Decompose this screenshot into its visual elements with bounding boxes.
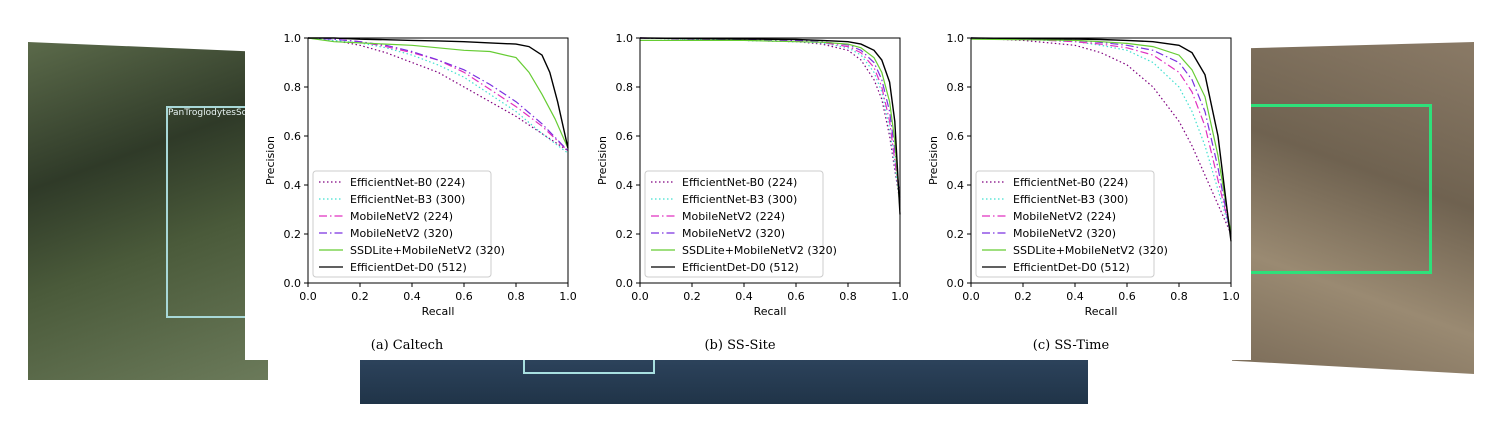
x-tick-label: 0.8 (839, 290, 857, 303)
y-tick-label: 0.4 (947, 179, 965, 192)
series-line-4 (970, 37, 1232, 237)
legend-entry: MobileNetV2 (224) (350, 210, 453, 223)
legend-entry: MobileNetV2 (224) (682, 210, 785, 223)
y-tick-label: 0.6 (284, 130, 302, 143)
series-line-4 (307, 37, 569, 152)
legend-entry: MobileNetV2 (224) (1013, 210, 1116, 223)
legend-entry: EfficientNet-B3 (300) (682, 193, 797, 206)
plot-frame (639, 37, 901, 284)
legend-entry: MobileNetV2 (320) (350, 227, 453, 240)
legend-entry: SSDLite+MobileNetV2 (320) (682, 244, 837, 257)
pr-curve-charts: 0.0 0.2 0.4 0.6 0.8 1.0 0.0 0.2 0.4 0.6 0.8 1.0 Reca… (264, 32, 1240, 318)
x-axis-label: Recall (422, 305, 455, 318)
legend-box (312, 170, 492, 278)
caption-caltech: (a) Caltech (370, 338, 444, 353)
series-line-1 (307, 37, 569, 152)
plot-frame (970, 37, 1232, 284)
x-tick-label: 0.4 (1066, 290, 1084, 303)
y-tick-label: 1.0 (616, 32, 634, 45)
x-tick-label: 0.4 (403, 290, 421, 303)
y-axis-label: Precision (596, 136, 609, 185)
y-tick-label: 0.6 (947, 130, 965, 143)
x-tick-label: 0.2 (683, 290, 701, 303)
legend-entry: SSDLite+MobileNetV2 (320) (1013, 244, 1168, 257)
x-tick-label: 1.0 (559, 290, 577, 303)
y-tick-label: 0.4 (616, 179, 634, 192)
series-line-3 (307, 37, 569, 152)
legend-box (975, 170, 1155, 278)
x-tick-label: 0.4 (735, 290, 753, 303)
y-tick-label: 0.8 (947, 81, 965, 94)
x-tick-label: 0.0 (299, 290, 317, 303)
x-tick-label: 0.8 (1170, 290, 1188, 303)
legend: EfficientNet-B0 (224) EfficientNet-B3 (30… (644, 170, 837, 278)
y-tick-label: 0.2 (284, 228, 302, 241)
caption-ss-time: (c) SS-Time (1032, 338, 1110, 353)
series-line-5 (970, 38, 1232, 235)
x-tick-label: 0.2 (1014, 290, 1032, 303)
detection-box-right (1246, 104, 1432, 274)
y-axis-label: Precision (927, 136, 940, 185)
series-line-2 (307, 37, 569, 154)
y-tick-label: 0.6 (616, 130, 634, 143)
y-tick-label: 0.0 (616, 277, 634, 290)
legend-entry: EfficientNet-B0 (224) (682, 176, 797, 189)
chart-1: 0.0 0.2 0.4 0.6 0.8 1.0 0.0 0.2 0.4 0.6 0.8 1.0 Reca… (264, 32, 577, 318)
x-tick-label: 0.6 (1118, 290, 1136, 303)
series-line-6 (639, 37, 901, 215)
y-tick-label: 0.2 (947, 228, 965, 241)
y-tick-label: 1.0 (284, 32, 302, 45)
series-line-5 (307, 37, 569, 149)
leopard-photo (1232, 42, 1474, 374)
figure-panel: 0.0 0.2 0.4 0.6 0.8 1.0 0.0 0.2 0.4 0.6 0.8 1.0 Reca… (245, 0, 1251, 360)
chimpanzee-photo: PanTroglodytesSchwe (28, 42, 268, 380)
legend-entry: MobileNetV2 (320) (1013, 227, 1116, 240)
series-line-5 (640, 39, 901, 210)
y-tick-label: 0.0 (947, 277, 965, 290)
x-tick-label: 0.0 (631, 290, 649, 303)
legend-entry: EfficientDet-D0 (512) (682, 261, 799, 274)
legend-entry: EfficientNet-B0 (224) (350, 176, 465, 189)
legend-entry: MobileNetV2 (320) (682, 227, 785, 240)
x-tick-label: 1.0 (891, 290, 909, 303)
detection-label-left: PanTroglodytesSchwe (168, 108, 266, 118)
x-axis-label: Recall (754, 305, 787, 318)
x-tick-label: 0.6 (787, 290, 805, 303)
chart-2: 0.0 0.2 0.4 0.6 0.8 1.0 0.0 0.2 0.4 0.6 0.8 1.0 Reca… (596, 32, 909, 318)
y-tick-label: 0.0 (284, 277, 302, 290)
chart-3: 0.0 0.2 0.4 0.6 0.8 1.0 0.0 0.2 0.4 0.6 0.8 1.0 Reca… (927, 32, 1240, 318)
legend-entry: EfficientNet-B3 (300) (350, 193, 465, 206)
y-axis-label: Precision (264, 136, 277, 185)
x-axis-label: Recall (1085, 305, 1118, 318)
legend-entry: EfficientNet-B0 (224) (1013, 176, 1128, 189)
y-tick-label: 0.4 (284, 179, 302, 192)
legend-box (644, 170, 824, 278)
caption-ss-site: (b) SS-Site (704, 338, 776, 353)
x-tick-label: 0.6 (455, 290, 473, 303)
legend-entry: EfficientDet-D0 (512) (350, 261, 467, 274)
plot-frame (307, 37, 569, 284)
series-line-6 (970, 37, 1232, 242)
x-tick-label: 0.2 (351, 290, 369, 303)
legend-entry: EfficientDet-D0 (512) (1013, 261, 1130, 274)
y-tick-label: 1.0 (947, 32, 965, 45)
series-line-2 (970, 37, 1232, 235)
legend-entry: EfficientNet-B3 (300) (1013, 193, 1128, 206)
y-tick-label: 0.8 (616, 81, 634, 94)
legend: EfficientNet-B0 (224) EfficientNet-B3 (30… (975, 170, 1168, 278)
x-tick-label: 0.8 (507, 290, 525, 303)
legend: EfficientNet-B0 (224) EfficientNet-B3 (30… (312, 170, 505, 278)
series-line-6 (308, 37, 569, 149)
y-tick-label: 0.8 (284, 81, 302, 94)
x-tick-label: 1.0 (1222, 290, 1240, 303)
x-tick-label: 0.0 (962, 290, 980, 303)
legend-entry: SSDLite+MobileNetV2 (320) (350, 244, 505, 257)
series-line-1 (639, 37, 901, 203)
y-tick-label: 0.2 (616, 228, 634, 241)
